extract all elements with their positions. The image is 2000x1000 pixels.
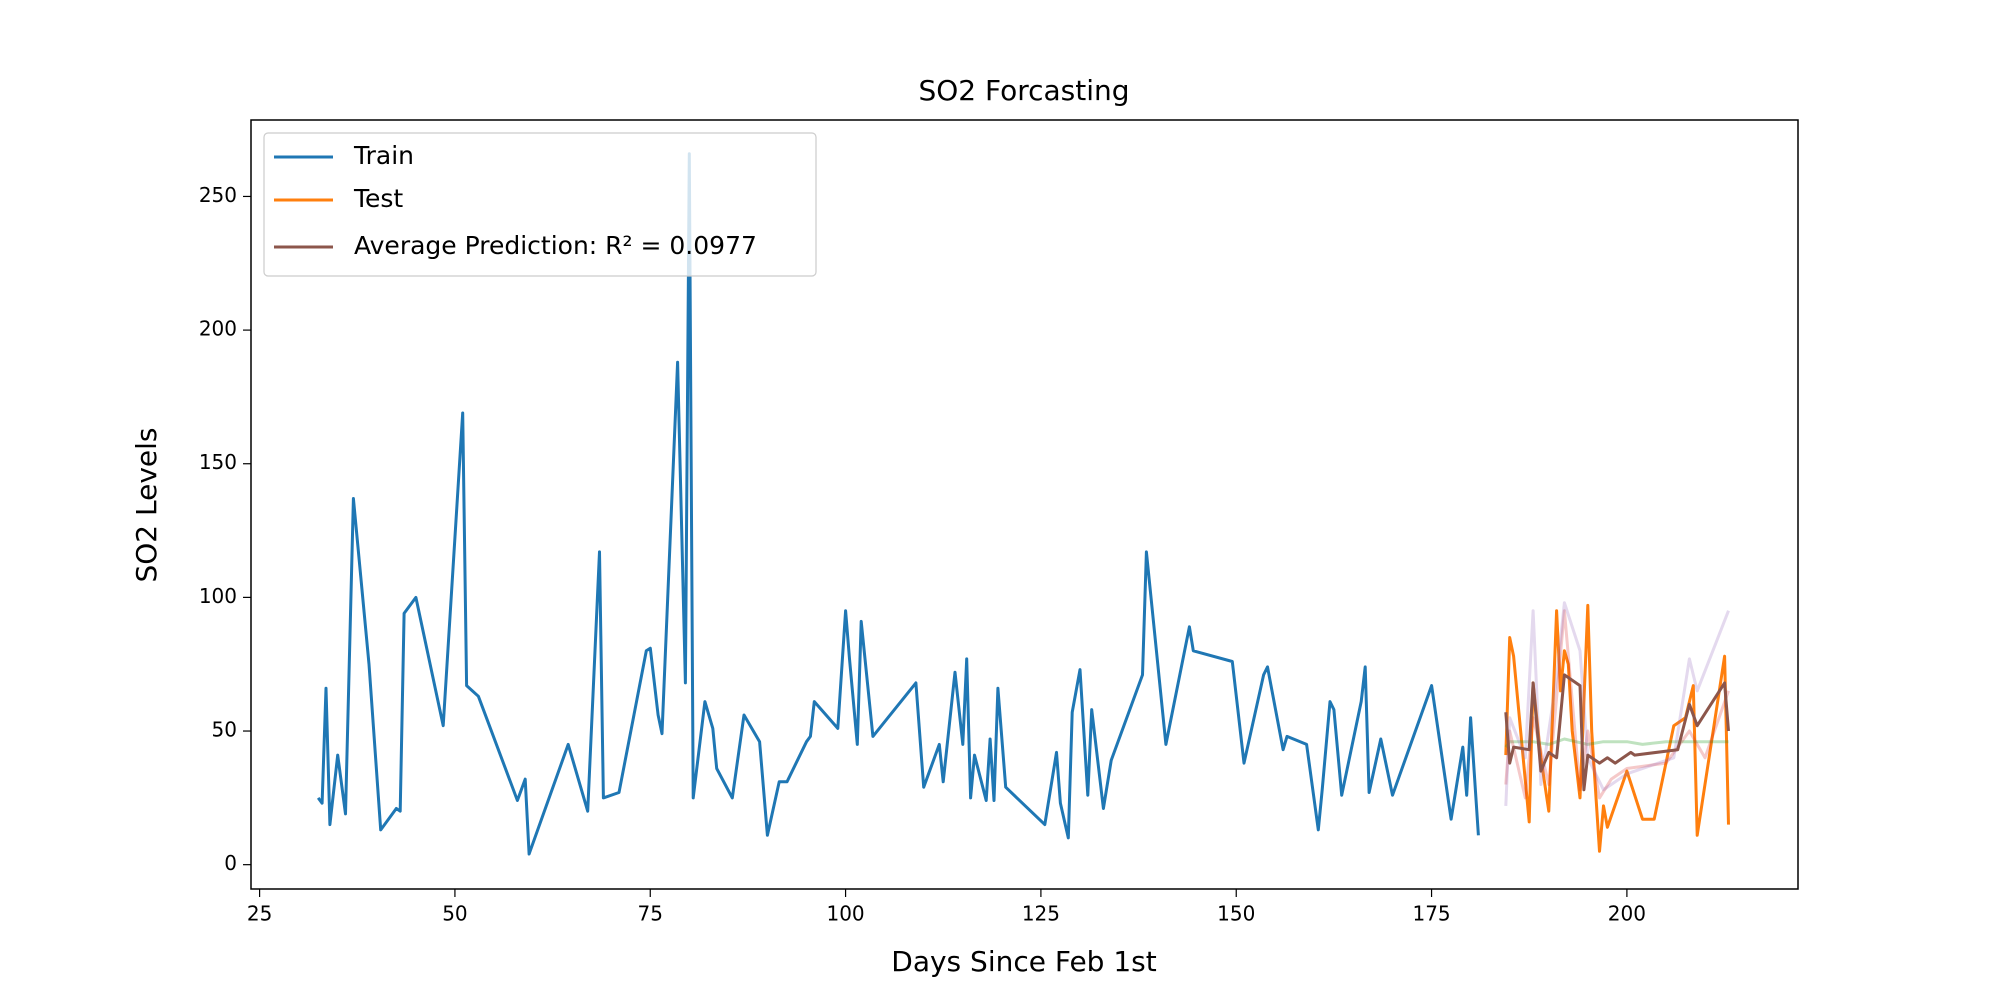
legend-box bbox=[263, 132, 817, 277]
series-line bbox=[316, 152, 1480, 856]
x-tick-label: 200 bbox=[1608, 902, 1646, 926]
x-tick-label: 150 bbox=[1217, 902, 1255, 926]
series-line bbox=[1504, 673, 1730, 792]
y-tick-label: 50 bbox=[212, 718, 237, 742]
x-axis-label: Days Since Feb 1st bbox=[891, 945, 1156, 978]
series-line bbox=[1504, 609, 1730, 800]
x-tick-label: 175 bbox=[1412, 902, 1450, 926]
legend-label: Test bbox=[353, 184, 403, 213]
y-tick-label: 200 bbox=[199, 317, 237, 341]
x-tick-label: 125 bbox=[1022, 902, 1060, 926]
y-tick-label: 150 bbox=[199, 450, 237, 474]
x-tick-label: 100 bbox=[826, 902, 864, 926]
y-tick-label: 0 bbox=[224, 851, 237, 875]
series-line bbox=[1504, 737, 1729, 748]
y-tick-label: 250 bbox=[199, 183, 237, 207]
legend: Train Test Average Prediction: R² = 0.0977 bbox=[263, 132, 817, 277]
x-tick-label: 25 bbox=[247, 902, 272, 926]
x-tick-label: 50 bbox=[442, 902, 467, 926]
plot-frame bbox=[250, 119, 1799, 890]
legend-label: Train bbox=[353, 141, 414, 170]
series-line bbox=[1504, 601, 1730, 806]
chart-title: SO2 Forcasting bbox=[918, 74, 1129, 107]
x-tick-label: 75 bbox=[638, 902, 663, 926]
y-axis-label: SO2 Levels bbox=[130, 427, 163, 582]
y-tick-label: 100 bbox=[199, 584, 237, 608]
legend-label: Average Prediction: R² = 0.0977 bbox=[354, 231, 757, 260]
